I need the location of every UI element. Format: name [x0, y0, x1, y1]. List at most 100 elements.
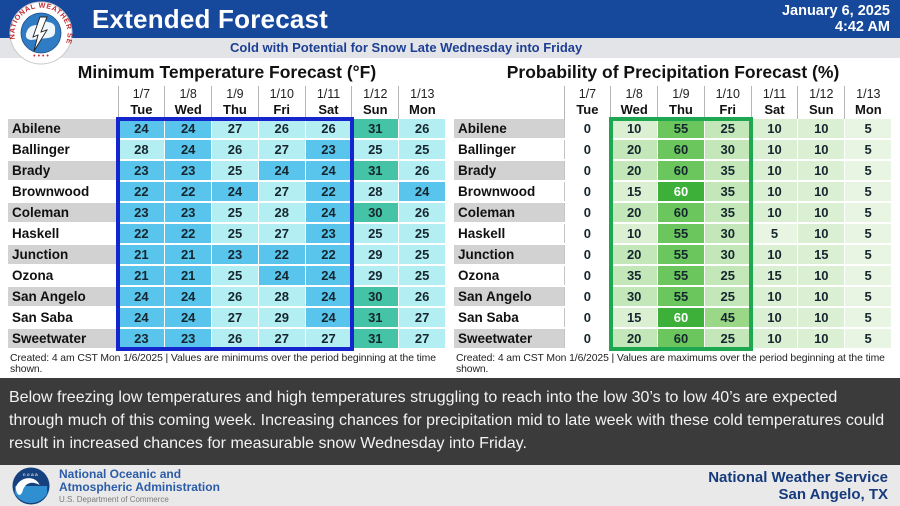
- value-cell: 24: [304, 265, 353, 287]
- value-cell: 20: [610, 244, 659, 266]
- table-row: Sweetwater 23 23 26 27 27 31 27: [8, 328, 446, 350]
- value-cell: 5: [844, 139, 892, 161]
- value-cell: 55: [657, 286, 705, 308]
- row-label: Ozona: [454, 265, 564, 287]
- value-cell: 24: [164, 307, 213, 329]
- value-cell: 60: [657, 202, 705, 224]
- time-text: 4:42 AM: [834, 19, 890, 35]
- value-cell: 10: [750, 181, 799, 203]
- value-cell: 5: [844, 119, 892, 140]
- forecast-table: 1/7 Tue 1/8 Wed 1/9 Thu 1/10 Fri 1/11 Sat 1/12 Sun 1…: [454, 86, 892, 350]
- value-cell: 10: [797, 286, 846, 308]
- forecast-summary-text: Below freezing low temperatures and high…: [0, 378, 900, 465]
- value-cell: 23: [164, 160, 213, 182]
- value-cell: 10: [750, 244, 799, 266]
- value-cell: 31: [351, 328, 400, 350]
- table-row: Ozona 0 35 55 25 15 10 5: [454, 265, 892, 287]
- table-row: Abilene 0 10 55 25 10 10 5: [454, 119, 892, 140]
- value-cell: 28: [351, 181, 400, 203]
- value-cell: 35: [703, 202, 752, 224]
- table-row: San Angelo 24 24 26 28 24 30 26: [8, 286, 446, 308]
- table-row: Brownwood 22 22 24 27 22 28 24: [8, 181, 446, 203]
- value-cell: 27: [257, 181, 306, 203]
- value-cell: 0: [563, 223, 612, 245]
- value-cell: 31: [351, 119, 400, 140]
- value-cell: 15: [610, 181, 659, 203]
- value-cell: 22: [117, 223, 166, 245]
- noaa-line3: U.S. Department of Commerce: [59, 494, 169, 504]
- value-cell: 10: [797, 202, 846, 224]
- value-cell: 25: [398, 244, 446, 266]
- value-cell: 5: [844, 328, 892, 350]
- date-text: January 6, 2025: [781, 3, 890, 19]
- value-cell: 10: [797, 181, 846, 203]
- value-cell: 35: [610, 265, 659, 287]
- value-cell: 10: [750, 286, 799, 308]
- value-cell: 60: [657, 307, 705, 329]
- value-cell: 55: [657, 265, 705, 287]
- value-cell: 31: [351, 307, 400, 329]
- table-row: San Saba 0 15 60 45 10 10 5: [454, 307, 892, 329]
- table-row: Ballinger 0 20 60 30 10 10 5: [454, 139, 892, 161]
- value-cell: 5: [844, 160, 892, 182]
- value-cell: 24: [304, 202, 353, 224]
- value-cell: 28: [257, 286, 306, 308]
- noaa-line1: National Oceanic and: [59, 466, 182, 481]
- value-cell: 25: [703, 328, 752, 350]
- noaa-branding: noaa National Oceanic and Atmospheric Ad…: [12, 466, 220, 505]
- value-cell: 24: [304, 160, 353, 182]
- column-header: 1/8 Wed: [610, 86, 658, 119]
- value-cell: 60: [657, 139, 705, 161]
- value-cell: 20: [610, 139, 659, 161]
- value-cell: 23: [117, 328, 166, 350]
- nws-logo-icon: NATIONAL WEATHER SERVICE • • • •: [9, 1, 73, 65]
- value-cell: 10: [610, 223, 659, 245]
- value-cell: 21: [164, 265, 213, 287]
- value-cell: 10: [750, 307, 799, 329]
- value-cell: 10: [797, 223, 846, 245]
- value-cell: 55: [657, 119, 705, 140]
- value-cell: 22: [257, 244, 306, 266]
- row-label: Haskell: [454, 223, 564, 245]
- row-label: Sweetwater: [8, 328, 118, 350]
- noaa-text: National Oceanic and Atmospheric Adminis…: [59, 466, 220, 504]
- svg-text:noaa: noaa: [23, 473, 39, 478]
- value-cell: 60: [657, 160, 705, 182]
- value-cell: 25: [211, 202, 259, 224]
- value-cell: 0: [563, 286, 612, 308]
- value-cell: 24: [117, 307, 166, 329]
- table-row: Sweetwater 0 20 60 25 10 10 5: [454, 328, 892, 350]
- value-cell: 0: [563, 202, 612, 224]
- value-cell: 0: [563, 328, 612, 350]
- value-cell: 5: [844, 181, 892, 203]
- value-cell: 5: [844, 307, 892, 329]
- value-cell: 55: [657, 244, 705, 266]
- table-row: Junction 21 21 23 22 22 29 25: [8, 244, 446, 266]
- value-cell: 26: [211, 328, 259, 350]
- row-label: Abilene: [454, 119, 564, 140]
- row-label: Junction: [8, 244, 118, 266]
- column-header: 1/9 Thu: [211, 86, 259, 119]
- value-cell: 15: [750, 265, 799, 287]
- value-cell: 21: [117, 244, 166, 266]
- value-cell: 25: [703, 265, 752, 287]
- value-cell: 55: [657, 223, 705, 245]
- value-cell: 25: [351, 223, 400, 245]
- value-cell: 0: [563, 244, 612, 266]
- value-cell: 29: [351, 265, 400, 287]
- datetime-display: January 6, 2025 4:42 AM: [782, 3, 890, 35]
- value-cell: 22: [304, 244, 353, 266]
- value-cell: 26: [398, 202, 446, 224]
- value-cell: 26: [398, 119, 446, 140]
- value-cell: 20: [610, 328, 659, 350]
- value-cell: 0: [563, 119, 612, 140]
- value-cell: 23: [117, 202, 166, 224]
- precipitation-forecast-section: Probability of Precipitation Forecast (%…: [454, 60, 892, 378]
- row-label: San Saba: [8, 307, 118, 329]
- value-cell: 27: [257, 223, 306, 245]
- precipitation-table-wrap: 1/7 Tue 1/8 Wed 1/9 Thu 1/10 Fri 1/11 Sat 1/12 Sun 1…: [454, 86, 892, 351]
- row-label: San Angelo: [8, 286, 118, 308]
- value-cell: 30: [610, 286, 659, 308]
- value-cell: 26: [398, 286, 446, 308]
- value-cell: 24: [304, 286, 353, 308]
